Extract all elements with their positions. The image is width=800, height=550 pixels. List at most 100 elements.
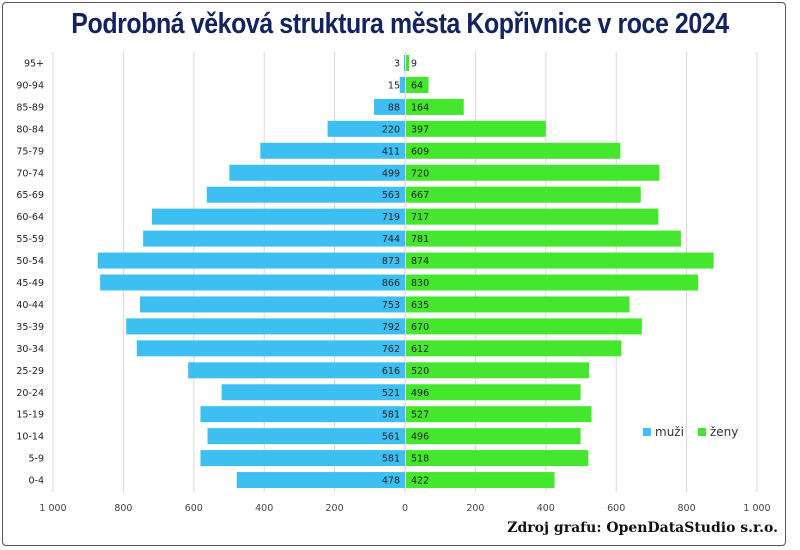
age-group-label: 15-19 (16, 410, 44, 421)
bar-male (100, 274, 405, 291)
bar-male (139, 296, 405, 313)
bar-male (236, 472, 405, 489)
data-label-female: 422 (411, 476, 429, 487)
data-label-female: 496 (411, 432, 429, 443)
bar-male (260, 142, 405, 159)
data-label-female: 717 (411, 212, 429, 223)
legend-swatch-female (697, 428, 706, 436)
source-note: Zdroj grafu: OpenDataStudio s.r.o. (507, 520, 778, 536)
age-group-label: 85-89 (16, 102, 44, 113)
bar-female (406, 120, 546, 137)
data-label-female: 518 (411, 454, 429, 465)
bar-male (327, 120, 405, 137)
data-label-female: 667 (411, 190, 429, 201)
bar-male (399, 76, 405, 93)
legend-label-female: ženy (709, 425, 739, 439)
data-label-male: 521 (382, 388, 400, 399)
data-label-male: 719 (382, 212, 400, 223)
x-tick-label: 200 (466, 503, 484, 514)
bar-male (151, 208, 405, 225)
age-group-label: 90-94 (16, 80, 44, 91)
data-label-male: 88 (388, 102, 400, 113)
data-label-female: 781 (411, 234, 429, 245)
bar-male (188, 362, 405, 379)
bar-male (374, 98, 405, 115)
age-group-label: 60-64 (16, 212, 44, 223)
bar-female (406, 450, 589, 467)
data-label-female: 64 (411, 80, 423, 91)
bar-male (229, 164, 405, 181)
data-label-female: 670 (411, 322, 429, 333)
data-label-male: 220 (382, 124, 400, 135)
bar-male (206, 186, 405, 203)
chart-title: Podrobná věková struktura města Kopřivni… (71, 8, 729, 40)
data-label-female: 520 (411, 366, 429, 377)
bar-female (406, 186, 641, 203)
data-label-male: 616 (382, 366, 400, 377)
data-label-male: 581 (382, 410, 400, 421)
data-label-male: 762 (382, 344, 400, 355)
data-label-female: 874 (411, 256, 429, 267)
bar-female (406, 428, 581, 445)
bar-female (406, 384, 581, 401)
data-label-male: 15 (388, 80, 400, 91)
x-tick-label: 1 000 (743, 503, 770, 514)
x-tick-label: 800 (678, 503, 696, 514)
data-label-male: 744 (382, 234, 400, 245)
bar-male (143, 230, 405, 247)
x-tick-label: 200 (326, 503, 344, 514)
bar-female (406, 76, 429, 93)
age-group-label: 65-69 (16, 190, 44, 201)
bar-female (406, 230, 681, 247)
data-label-female: 612 (411, 344, 429, 355)
age-group-label: 45-49 (16, 278, 44, 289)
bar-female (406, 362, 590, 379)
bar-female (406, 252, 714, 269)
bar-male (221, 384, 405, 401)
age-group-label: 35-39 (16, 322, 44, 333)
legend-label-male: muži (655, 425, 684, 439)
legend: muži ženy (643, 425, 738, 439)
data-label-male: 561 (382, 432, 400, 443)
bar-male (200, 406, 405, 423)
data-label-female: 397 (411, 124, 429, 135)
age-group-label: 75-79 (16, 146, 44, 157)
age-group-label: 50-54 (16, 256, 44, 267)
bar-female (406, 55, 410, 71)
bar-female (406, 296, 630, 313)
bar-female (406, 142, 621, 159)
x-tick-label: 400 (537, 503, 555, 514)
data-label-female: 720 (411, 168, 429, 179)
bar-male (200, 450, 405, 467)
data-label-male: 478 (382, 476, 400, 487)
data-label-male: 873 (382, 256, 400, 267)
age-group-label: 40-44 (16, 300, 44, 311)
age-group-label: 5-9 (28, 454, 44, 465)
bar-male (136, 340, 405, 357)
x-tick-label: 0 (402, 503, 408, 514)
age-group-label: 80-84 (16, 124, 44, 135)
age-group-label: 0-4 (28, 476, 44, 487)
data-label-male: 753 (382, 300, 400, 311)
data-label-male: 3 (394, 59, 400, 70)
data-label-female: 9 (411, 59, 417, 70)
age-group-label: 25-29 (16, 366, 44, 377)
bar-female (406, 318, 642, 335)
bar-female (406, 406, 592, 423)
legend-swatch-male (643, 428, 651, 436)
x-tick-label: 800 (114, 503, 132, 514)
bar-male (126, 318, 405, 335)
bar-male (207, 428, 405, 445)
bar-female (406, 274, 699, 291)
bar-female (406, 340, 622, 357)
image-border (2, 2, 786, 546)
bar-male (403, 55, 405, 71)
age-group-label: 10-14 (16, 432, 44, 443)
legend-item-female: ženy (697, 425, 739, 439)
x-tick-label: 1 000 (39, 503, 66, 514)
bar-male (97, 252, 405, 269)
bar-female (406, 98, 464, 115)
data-label-female: 496 (411, 388, 429, 399)
data-label-female: 527 (411, 410, 429, 421)
